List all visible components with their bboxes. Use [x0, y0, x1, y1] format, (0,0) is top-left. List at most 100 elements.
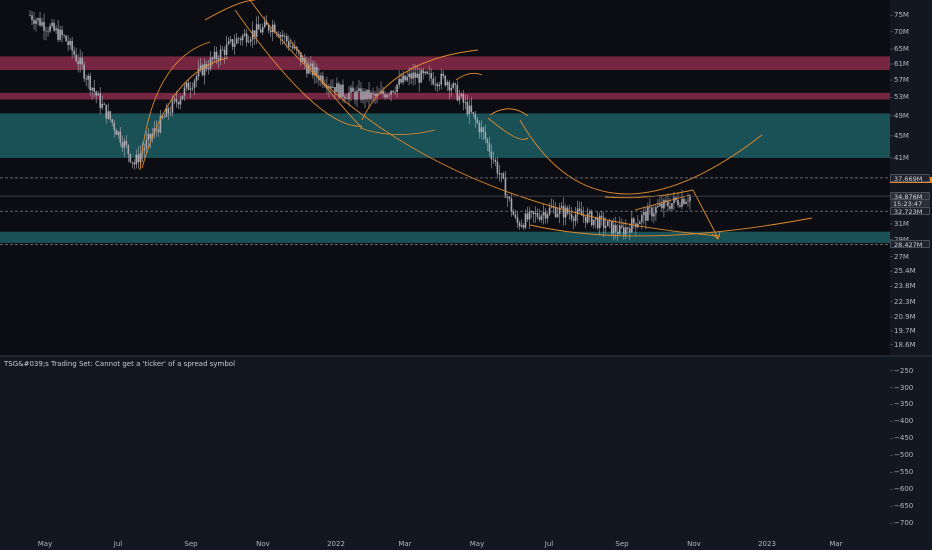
candle-body — [689, 195, 691, 202]
candle-body — [211, 57, 214, 59]
candle-body — [225, 44, 228, 55]
candle-body — [161, 116, 164, 118]
candle-body — [408, 73, 410, 77]
candle-body — [647, 207, 649, 221]
candle-body — [59, 29, 61, 40]
price-level-tag: 32.723M — [890, 207, 930, 216]
candle-body — [502, 173, 505, 179]
candle-body — [71, 40, 73, 51]
candle-body — [448, 82, 451, 91]
candle-body — [663, 200, 665, 209]
price-tick-label: 19.7M — [894, 327, 916, 336]
price-tick-label: 31M — [894, 219, 909, 228]
candle-body — [462, 93, 465, 103]
candle-body — [175, 99, 178, 103]
candle-body — [622, 227, 625, 235]
candle-body — [576, 208, 579, 215]
candle-body — [627, 227, 629, 229]
candle-body — [265, 21, 268, 25]
candle-body — [75, 54, 77, 62]
candle-body — [651, 207, 653, 217]
candle-body — [179, 99, 182, 105]
candle-body — [271, 24, 274, 33]
candle-body — [47, 31, 49, 32]
candle-body — [291, 46, 294, 49]
candle-body — [490, 151, 493, 160]
candle-body — [334, 87, 336, 93]
candle-body — [43, 22, 45, 31]
candle-body — [374, 93, 376, 97]
date-axis[interactable] — [0, 535, 932, 550]
candle-body — [139, 153, 142, 163]
price-tick-label: 70M — [894, 27, 909, 36]
candle-body — [600, 215, 603, 218]
indicator-tick-label: −350 — [894, 400, 914, 409]
candle-body — [53, 22, 55, 31]
candle-body — [386, 94, 388, 98]
indicator-tick-label: −450 — [894, 434, 914, 443]
candle-body — [516, 217, 519, 223]
candle-body — [187, 82, 190, 90]
candle-body — [285, 36, 288, 42]
candle-body — [169, 112, 172, 114]
candle-body — [392, 90, 394, 93]
candle-body — [219, 49, 222, 61]
candle-body — [468, 105, 471, 115]
date-label: Jul — [113, 540, 123, 548]
candle-body — [111, 119, 114, 123]
candle-body — [606, 221, 609, 227]
candle-body — [402, 75, 404, 83]
candle-body — [338, 83, 340, 97]
candle-body — [368, 89, 370, 99]
candle-body — [95, 91, 98, 96]
candle-body — [153, 128, 156, 134]
candle-body — [300, 52, 302, 62]
candle-body — [534, 213, 537, 215]
candle-body — [45, 30, 47, 32]
candle-body — [398, 78, 400, 85]
candle-body — [548, 207, 551, 215]
candle-body — [426, 71, 429, 74]
candle-body — [416, 73, 418, 78]
candle-body — [336, 83, 338, 93]
candle-body — [558, 207, 561, 214]
candle-body — [241, 35, 244, 41]
drawing-11 — [519, 119, 763, 195]
candle-body — [294, 46, 296, 49]
candle-body — [237, 38, 240, 39]
candle-body — [616, 231, 619, 234]
candle-body — [679, 205, 681, 207]
candle-body — [520, 225, 523, 227]
candle-body — [127, 145, 130, 154]
zone-3 — [0, 231, 890, 243]
candle-body — [488, 143, 491, 152]
candle-body — [667, 201, 669, 207]
candle-body — [474, 114, 477, 120]
price-axis[interactable] — [890, 0, 932, 535]
candle-body — [424, 71, 426, 74]
candle-body — [671, 203, 673, 209]
candle-body — [350, 87, 352, 93]
candle-body — [326, 85, 328, 89]
zone-1 — [0, 92, 890, 100]
price-tick-label: 29M — [890, 236, 932, 244]
candle-body — [458, 95, 461, 101]
price-pane — [0, 0, 890, 355]
candle-body — [528, 211, 531, 220]
drawing-10 — [249, 0, 721, 237]
candle-body — [93, 87, 95, 92]
candle-body — [434, 83, 437, 85]
candle-body — [456, 84, 459, 101]
candle-body — [55, 28, 57, 31]
drawing-5 — [359, 127, 436, 135]
candle-body — [514, 214, 517, 218]
candle-body — [620, 225, 623, 228]
candle-body — [97, 93, 100, 96]
candle-body — [159, 116, 162, 133]
candle-body — [366, 89, 368, 100]
candle-body — [257, 24, 260, 30]
candle-body — [167, 108, 170, 114]
candle-body — [39, 18, 41, 26]
candle-body — [512, 211, 515, 215]
